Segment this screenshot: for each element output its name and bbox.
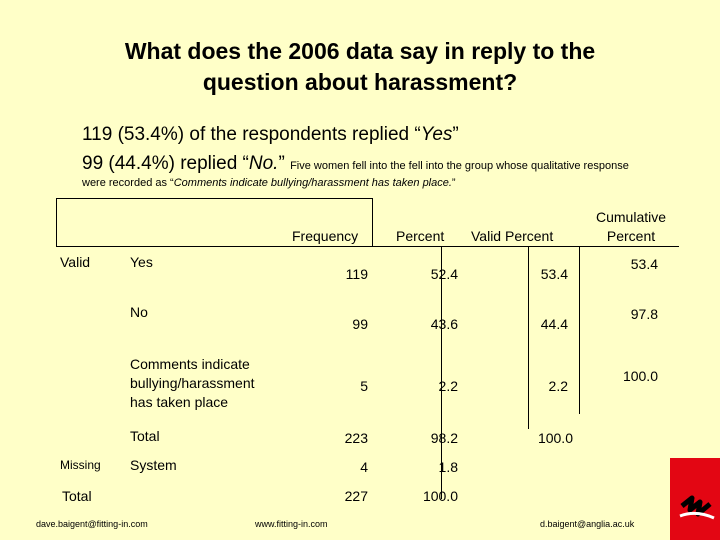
title-line-1: What does the 2006 data say in reply to …	[124, 38, 596, 64]
comments-label-line-1: Comments indicate	[130, 356, 250, 372]
comments-label-line-2: bullying/harassment	[130, 375, 255, 391]
system-frequency: 4	[360, 459, 368, 475]
no-summary-line: 99 (44.4%) replied “No.” Five women fell…	[82, 153, 629, 175]
yes-summary-line: 119 (53.4%) of the respondents replied “…	[82, 124, 459, 146]
comments-cumulative: 100.0	[622, 368, 658, 384]
header-frequency: Frequency	[292, 228, 359, 244]
yes-percent: 52.4	[430, 266, 458, 282]
yes-frequency: 119	[345, 266, 368, 282]
yes-cumulative: 53.4	[630, 256, 658, 272]
table-border-left	[56, 198, 57, 246]
row-label-no: No	[130, 304, 148, 320]
five-women-note: Five women fell into the fell into the g…	[290, 160, 629, 172]
row-label-comments: Comments indicate bullying/harassment ha…	[130, 355, 255, 412]
yes-summary-close: ”	[452, 124, 459, 145]
row-label-yes: Yes	[130, 254, 153, 270]
no-emphasis: No.	[248, 153, 279, 174]
row-label-total: Total	[130, 428, 160, 444]
grand-total-percent: 100.0	[422, 488, 458, 504]
comments-label-line-3: has taken place	[130, 394, 229, 410]
slide-title: What does the 2006 data say in reply to …	[40, 36, 680, 98]
table-border-top	[56, 198, 372, 199]
total-valid-percent: 100.0	[537, 430, 573, 446]
total-percent: 98.2	[430, 430, 458, 446]
header-percent: Percent	[396, 228, 445, 244]
header-divider	[56, 246, 679, 247]
column-divider-cumulative	[579, 246, 580, 414]
header-cumulative-line-1: Cumulative	[595, 209, 667, 225]
comments-valid-percent: 2.2	[548, 378, 568, 394]
no-percent: 43.6	[430, 316, 458, 332]
row-label-system: System	[130, 457, 177, 473]
note-text: were recorded as “	[82, 177, 174, 189]
no-summary-close: ”	[278, 153, 291, 174]
comments-percent: 2.2	[438, 378, 458, 394]
no-summary-text: 99 (44.4%) replied “	[82, 153, 249, 174]
title-line-2: question about harassment?	[202, 69, 518, 95]
yes-valid-percent: 53.4	[540, 266, 568, 282]
header-cumulative-line-2: Percent	[606, 228, 656, 244]
group-label-valid: Valid	[60, 254, 91, 270]
logo-background	[670, 458, 720, 540]
header-divider-frequency	[372, 198, 373, 246]
header-valid-percent: Valid Percent	[471, 228, 554, 244]
column-divider-valid	[528, 246, 529, 429]
note-close: ”	[451, 177, 456, 189]
comments-note: were recorded as “Comments indicate bull…	[82, 177, 456, 189]
no-cumulative: 97.8	[630, 306, 658, 322]
grand-total-label: Total	[62, 488, 92, 504]
note-emphasis: Comments indicate bullying/harassment ha…	[173, 177, 452, 189]
no-valid-percent: 44.4	[540, 316, 568, 332]
column-divider-percent	[441, 246, 442, 499]
comments-frequency: 5	[360, 378, 368, 394]
fitting-in-logo-icon	[670, 458, 720, 540]
system-percent: 1.8	[438, 459, 458, 475]
yes-summary-text: 119 (53.4%) of the respondents replied “	[82, 124, 421, 145]
footer-email-left[interactable]: dave.baigent@fitting-in.com	[36, 519, 148, 529]
total-frequency: 223	[344, 430, 368, 446]
grand-total-frequency: 227	[344, 488, 368, 504]
logo-swoosh	[679, 511, 715, 520]
no-frequency: 99	[352, 316, 368, 332]
group-label-missing: Missing	[60, 458, 101, 472]
logo-mark	[680, 495, 712, 517]
footer-email-right[interactable]: d.baigent@anglia.ac.uk	[540, 519, 635, 529]
frequency-table: Frequency Percent Valid Percent Cumulati…	[56, 198, 679, 510]
footer-website[interactable]: www.fitting-in.com	[255, 519, 328, 529]
header-cumulative-percent: Cumulative Percent	[583, 208, 679, 246]
yes-emphasis: Yes	[420, 124, 453, 145]
